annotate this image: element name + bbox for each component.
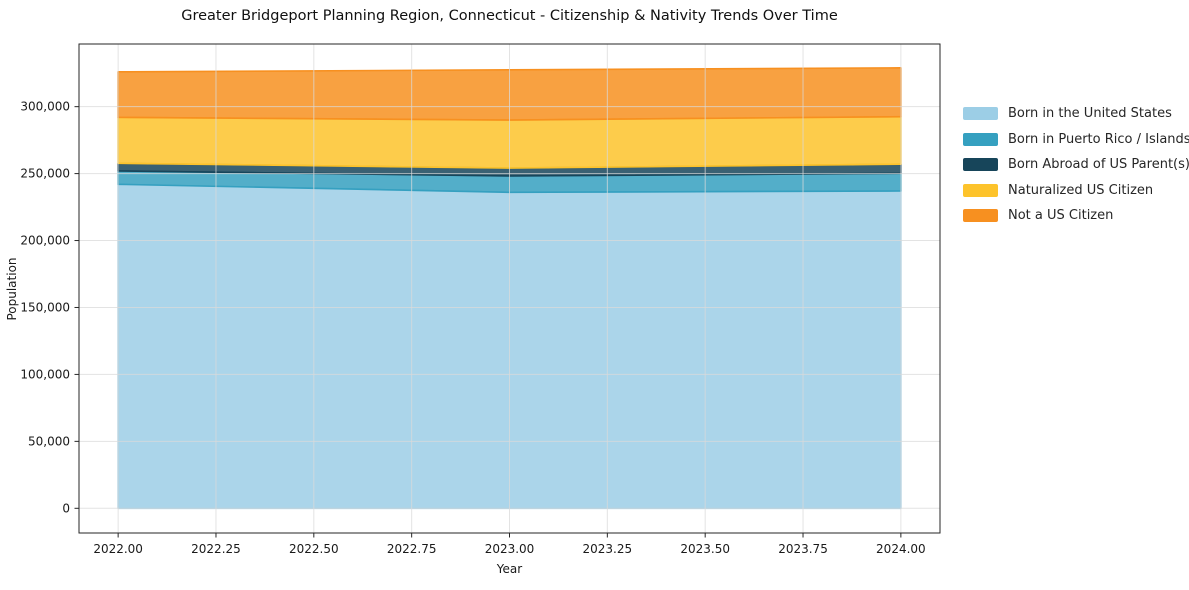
y-tick-label: 100,000	[20, 367, 70, 381]
legend-item-born-in-puerto-rico-islands: Born in Puerto Rico / Islands	[963, 132, 1189, 147]
legend-swatch	[963, 158, 998, 171]
legend-swatch	[963, 209, 998, 222]
legend-label: Not a US Citizen	[1008, 208, 1114, 223]
x-tick-label: 2022.75	[387, 542, 437, 556]
y-tick-label: 0	[62, 501, 70, 515]
legend-item-born-in-the-united-states: Born in the United States	[963, 106, 1189, 121]
legend-label: Born Abroad of US Parent(s)	[1008, 157, 1189, 172]
legend-box: Born in the United States Born in Puerto …	[963, 106, 1189, 223]
chart-title: Greater Bridgeport Planning Region, Conn…	[181, 8, 838, 24]
y-tick-label: 200,000	[20, 234, 70, 248]
legend-swatch	[963, 107, 998, 120]
legend-item-naturalized-us-citizen: Naturalized US Citizen	[963, 183, 1189, 198]
legend-swatch	[963, 132, 998, 146]
y-tick-label: 250,000	[20, 167, 70, 181]
legend-swatch	[963, 183, 998, 197]
legend-item-not-a-us-citizen: Not a US Citizen	[963, 208, 1189, 223]
x-tick-label: 2022.25	[191, 542, 241, 556]
y-tick-label: 50,000	[28, 434, 70, 448]
y-axis-label: Population	[5, 257, 19, 321]
legend-label: Born in Puerto Rico / Islands	[1008, 131, 1189, 147]
x-tick-label: 2023.25	[583, 542, 633, 556]
x-tick-label: 2023.50	[680, 542, 730, 556]
x-tick-label: 2024.00	[876, 542, 926, 556]
x-tick-label: 2022.00	[93, 542, 143, 556]
y-tick-label: 300,000	[20, 100, 70, 114]
legend-item-born-abroad-of-us-parent-s: Born Abroad of US Parent(s)	[963, 157, 1189, 172]
x-tick-label: 2023.00	[485, 542, 535, 556]
x-tick-label: 2022.50	[289, 542, 339, 556]
x-tick-label: 2023.75	[778, 542, 828, 556]
legend-label: Born in the United States	[1008, 106, 1172, 121]
x-axis-label: Year	[496, 562, 523, 576]
legend-label: Naturalized US Citizen	[1008, 182, 1154, 198]
y-tick-label: 150,000	[20, 300, 70, 314]
